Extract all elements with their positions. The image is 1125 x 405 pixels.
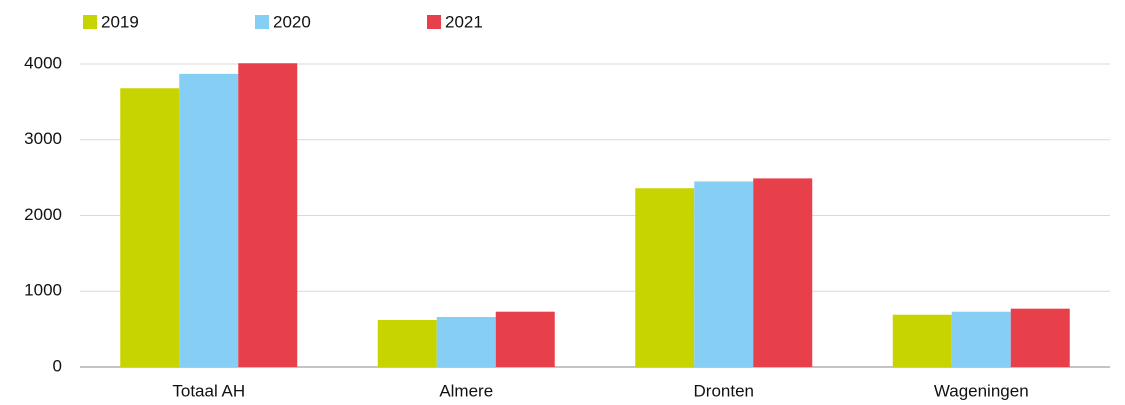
legend-swatch [83,15,97,29]
bar [238,63,298,368]
bar [1010,308,1070,367]
bar [753,178,813,367]
bar [179,73,239,367]
x-tick-label: Wageningen [934,381,1029,400]
x-tick-label: Almere [439,381,493,400]
legend-label: 2019 [101,12,139,31]
bar [436,317,496,367]
legend-label: 2020 [273,12,311,31]
bar [635,188,695,367]
y-tick-label: 1000 [24,281,62,300]
x-tick-label: Dronten [694,381,754,400]
bar [951,311,1011,367]
bar [694,181,754,367]
bar [120,88,180,368]
bar [377,320,437,367]
y-tick-label: 3000 [24,129,62,148]
y-tick-label: 4000 [24,53,62,72]
y-tick-label: 0 [53,356,62,375]
bar [892,314,952,367]
bar [495,311,555,367]
legend-swatch [255,15,269,29]
y-tick-label: 2000 [24,205,62,224]
legend-swatch [427,15,441,29]
legend-label: 2021 [445,12,483,31]
x-tick-label: Totaal AH [172,381,245,400]
